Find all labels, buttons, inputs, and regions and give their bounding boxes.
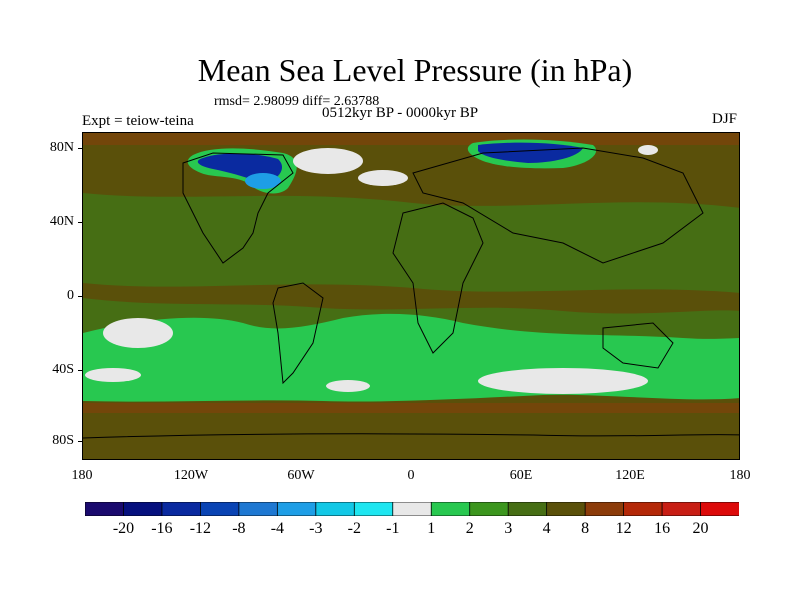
colorbar-swatch — [546, 502, 587, 516]
lon-label: 180 — [729, 468, 751, 483]
lon-label: 120W — [173, 468, 209, 483]
colorbar-swatch — [85, 502, 125, 516]
field-low-siberia-core — [478, 142, 583, 163]
field-lobe-greenland — [293, 148, 363, 174]
colorbar-swatch — [661, 502, 702, 516]
coast-australia — [602, 322, 674, 369]
field-lobe-south-pacific — [85, 368, 141, 382]
field-lobe-north-atlantic — [358, 170, 408, 186]
field-band-red-south — [83, 403, 739, 413]
field-lobe-indian — [478, 368, 648, 394]
colorbar-swatch — [276, 502, 317, 516]
colorbar-swatch — [507, 502, 548, 516]
colorbar-swatch — [623, 502, 663, 516]
colorbar-label: 3 — [504, 520, 513, 537]
colorbar-label: -3 — [309, 520, 323, 537]
lat-label: 40N — [49, 214, 74, 229]
coast-north-america — [182, 152, 294, 264]
lon-label: 0 — [407, 468, 415, 483]
colorbar-swatch — [392, 502, 433, 516]
pressure-map — [82, 132, 740, 460]
colorbar-swatch — [238, 502, 279, 516]
colorbar-swatch — [430, 502, 471, 516]
colorbar-swatch — [123, 502, 163, 516]
map-title: Mean Sea Level Pressure (in hPa) — [197, 52, 633, 88]
tick-0 — [78, 296, 82, 297]
lat-label: 0 — [67, 288, 74, 303]
tick-80n — [78, 148, 82, 149]
colorbar-label: -12 — [189, 520, 212, 537]
coast-africa — [392, 202, 484, 354]
field-low-labrador — [245, 173, 281, 189]
colorbar-label: 2 — [465, 520, 474, 537]
colorbar-label: 8 — [581, 520, 590, 537]
coastlines — [83, 147, 739, 439]
colorbar-swatch — [315, 502, 356, 516]
colorbar-swatch — [700, 502, 739, 516]
colorbar-label: -20 — [112, 520, 135, 537]
colorbar-swatch — [469, 502, 510, 516]
lon-label: 120E — [615, 468, 645, 483]
tick-80s — [78, 441, 82, 442]
colorbar-label: -4 — [270, 520, 285, 537]
lat-label: 80S — [52, 433, 74, 448]
colorbar-label: 1 — [427, 520, 436, 537]
colorbar — [85, 502, 739, 516]
colorbar-swatch — [584, 502, 625, 516]
coast-eurasia — [412, 147, 704, 264]
colorbar-label: 20 — [692, 520, 709, 537]
field-band-red-north — [83, 133, 739, 145]
colorbar-label: -2 — [347, 520, 361, 537]
lon-label: 60W — [287, 468, 315, 483]
tick-40n — [78, 222, 82, 223]
field-lobe-arctic — [638, 145, 658, 155]
colorbar-swatch — [200, 502, 240, 516]
colorbar-label: -8 — [232, 520, 246, 537]
colorbar-label: -1 — [386, 520, 400, 537]
map-field-svg — [83, 133, 739, 459]
period-text: 0512kyr BP - 0000kyr BP — [322, 105, 479, 121]
tick-40s — [78, 370, 82, 371]
colorbar-label: -16 — [151, 520, 173, 537]
colorbar-label: 4 — [542, 520, 551, 537]
colorbar-label: 12 — [615, 520, 632, 537]
field-lobe-atlantic — [326, 380, 370, 392]
field-band-olive — [83, 193, 739, 293]
season-label: DJF — [712, 111, 738, 127]
lat-label: 80N — [49, 140, 74, 155]
lat-label: 40S — [52, 362, 74, 377]
field-lobe-pacific — [103, 318, 173, 348]
lon-label: 180 — [71, 468, 93, 483]
stats-text: rmsd= 2.98099 diff= 2.63788 — [214, 94, 380, 109]
coast-south-america — [272, 282, 324, 385]
coast-antarctica — [83, 433, 739, 439]
colorbar-swatch — [161, 502, 202, 516]
colorbar-label: 16 — [654, 520, 671, 537]
experiment-label: Expt = teiow-teina — [82, 113, 194, 129]
lon-label: 60E — [509, 468, 533, 483]
colorbar-swatch — [353, 502, 394, 516]
